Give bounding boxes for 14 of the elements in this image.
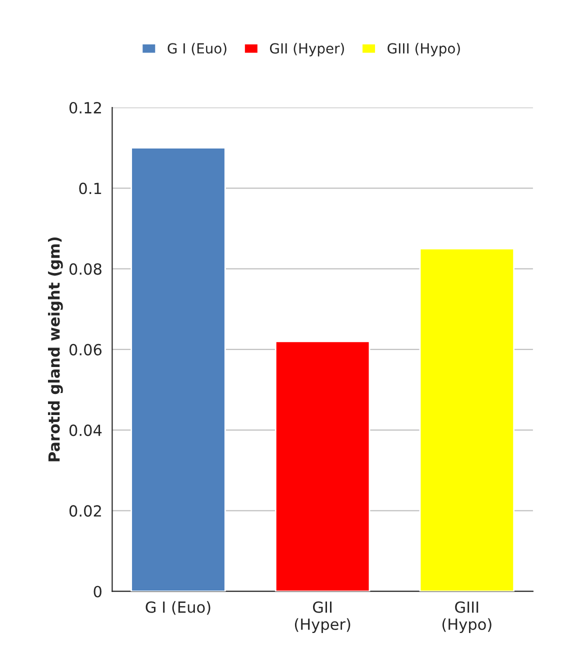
y-tick-label: 0.12 bbox=[69, 102, 101, 114]
x-tick-label: GIII (Hypo) bbox=[442, 601, 492, 633]
y-tick-label: 0.06 bbox=[69, 344, 102, 356]
y-tick-label: 0.04 bbox=[69, 424, 102, 436]
x-tick-label: G I (Euo) bbox=[146, 601, 210, 615]
y-axis-title: Parotid gland weight (gm) bbox=[48, 237, 63, 462]
y-tick-label: 0.1 bbox=[79, 182, 102, 194]
legend-label: GIII (Hypo) bbox=[388, 42, 460, 56]
x-tick-label: GII (Hyper) bbox=[294, 601, 350, 633]
y-tick-label: 0 bbox=[94, 586, 102, 598]
y-tick-label: 0.02 bbox=[69, 505, 101, 517]
legend-label: GII (Hyper) bbox=[270, 42, 344, 56]
legend-label: G I (Euo) bbox=[168, 42, 226, 56]
y-tick-label: 0.08 bbox=[69, 263, 102, 275]
